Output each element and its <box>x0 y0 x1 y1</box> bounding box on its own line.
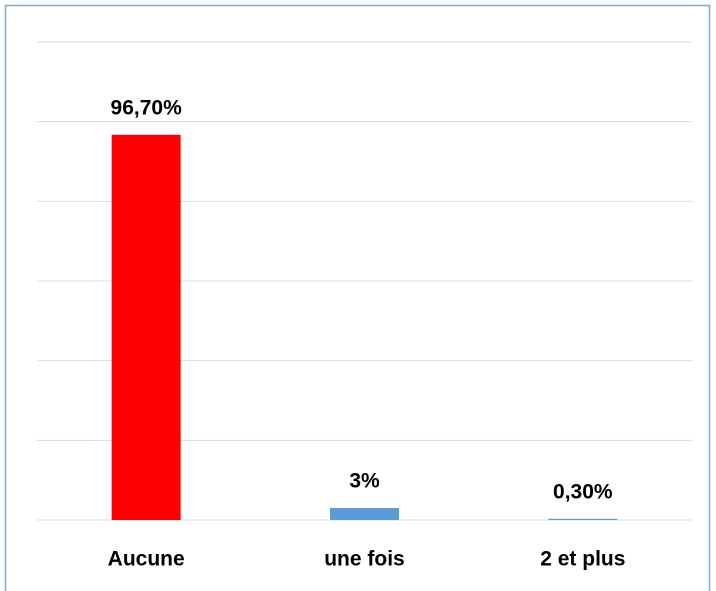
value-label: 96,70% <box>111 96 183 119</box>
value-label: 3% <box>349 470 380 493</box>
x-tick-label: 2 et plus <box>540 548 625 571</box>
chart-frame <box>4 4 711 591</box>
bar <box>111 134 181 521</box>
bar <box>548 518 618 520</box>
x-tick-label: une fois <box>324 548 405 571</box>
value-label: 0,30% <box>553 480 613 503</box>
bar <box>330 508 399 520</box>
x-tick-label: Aucune <box>108 548 185 571</box>
